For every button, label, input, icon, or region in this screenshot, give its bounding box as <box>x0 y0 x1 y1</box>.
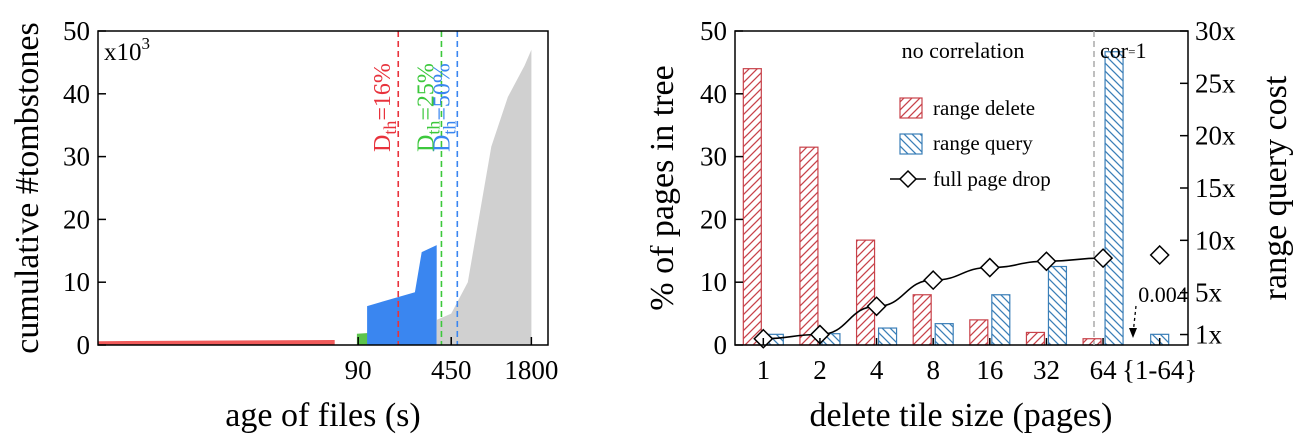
area-series-0 <box>98 340 335 345</box>
x-axis-title: delete tile size (pages) <box>809 397 1112 434</box>
bar-range-delete <box>799 146 819 346</box>
y-multiplier-label: x103 <box>104 34 150 66</box>
bar-range-query <box>1047 265 1068 346</box>
bar-range-delete <box>742 68 762 346</box>
y-tick-label: 40 <box>63 79 90 109</box>
plot-frame <box>97 30 549 346</box>
bar-range-query <box>877 327 898 346</box>
threshold-label-0: Dth=16% <box>370 63 400 152</box>
y-tick-label: 10 <box>700 267 727 297</box>
no-correlation-label: no correlation <box>902 38 1025 63</box>
y-tick-label: 0 <box>714 330 728 360</box>
x-tick-label: 8 <box>926 355 940 385</box>
y-right-tick-label: 25x <box>1195 68 1236 98</box>
x-tick-label: 90 <box>345 355 372 385</box>
full-page-drop-marker <box>866 296 887 317</box>
legend-label-range-delete: range delete <box>933 96 1035 120</box>
left-y-axis-ticks: 0 10 20 30 40 50 <box>700 16 743 360</box>
bar-range-query <box>934 323 954 346</box>
x-tick-label: 16 <box>976 355 1003 385</box>
x-axis-ticks: 1 2 4 8 16 32 64 {1-64} <box>757 338 1197 385</box>
x-tick-label: 64 <box>1090 355 1118 385</box>
y-right-tick-label: 15x <box>1195 173 1236 203</box>
y-right-tick-label: 10x <box>1195 225 1236 255</box>
y-tick-label: 40 <box>700 79 727 109</box>
bar-series-group <box>742 51 1170 346</box>
legend-swatch-range-delete <box>899 97 923 119</box>
threshold-lines <box>397 31 459 345</box>
threshold-label-2: Dth=50% <box>429 63 459 152</box>
full-page-drop-line <box>753 244 1170 349</box>
x-axis-ticks: 90 450 1800 <box>345 337 558 385</box>
correlation-label: cor=1 <box>1100 38 1146 63</box>
bar-range-query <box>991 294 1011 346</box>
y-tick-label: 30 <box>63 142 90 172</box>
tombstones-area-chart: 0 10 20 30 40 50 90 450 1800 x103 Dth=16% Dth=25… <box>9 16 558 434</box>
bar-range-delete <box>912 294 932 346</box>
y-tick-label: 0 <box>77 330 91 360</box>
x-tick-label: 1 <box>757 355 771 385</box>
annotation-value: 0.004 <box>1138 282 1188 307</box>
legend-label-full-page-drop: full page drop <box>933 167 1051 191</box>
threshold-labels: Dth=16% Dth=25%Dth=50% <box>370 63 459 152</box>
full-page-drop-marker <box>1036 251 1057 272</box>
x-tick-label: 1800 <box>504 355 558 385</box>
right-y-axis-ticks: 1x 5x 10x 15x 20x 25x 30x <box>1180 16 1236 350</box>
full-page-drop-marker <box>1093 248 1114 269</box>
y-right-tick-label: 20x <box>1195 121 1236 151</box>
y-tick-label: 50 <box>700 16 727 46</box>
full-page-drop-marker <box>979 257 1000 278</box>
x-tick-label: {1-64} <box>1122 355 1197 385</box>
bar-range-query <box>1104 51 1124 346</box>
bar-range-delete <box>1025 331 1046 346</box>
y-axis-title: cumulative #tombstones <box>9 22 46 353</box>
full-page-drop-marker <box>923 270 944 291</box>
x-axis-title: age of files (s) <box>225 397 420 434</box>
full-page-drop-marker <box>1149 244 1170 266</box>
y-tick-label: 10 <box>63 267 90 297</box>
y-axis-title-right: range query cost <box>1257 75 1294 300</box>
y-tick-label: 20 <box>63 204 90 234</box>
area-series-3 <box>436 49 532 346</box>
x-tick-label: 2 <box>813 355 827 385</box>
y-tick-label: 20 <box>700 204 727 234</box>
legend-marker-full-page-drop <box>898 169 918 189</box>
annotation-arrow <box>1132 305 1137 335</box>
x-tick-label: 450 <box>431 355 472 385</box>
bar-range-delete <box>855 239 876 346</box>
legend-swatch-range-query <box>899 133 923 155</box>
legend: range delete range query full page drop <box>890 96 1051 191</box>
y-axis-ticks: 0 10 20 30 40 50 <box>63 16 106 360</box>
y-tick-label: 50 <box>63 16 90 46</box>
y-right-tick-label: 1x <box>1195 320 1223 350</box>
x-tick-label: 4 <box>870 355 884 385</box>
area-series-group <box>98 49 532 346</box>
bar-range-delete <box>1082 338 1102 346</box>
tile-size-bar-chart: 0 10 20 30 40 50 1x 5x 10x 15x 20x 25x 30x 1 2 4 8 16 32… <box>650 16 1294 434</box>
bar-range-delete <box>969 319 989 346</box>
threshold-label-1: Dth=25% <box>413 63 443 152</box>
y-axis-title-left: % of pages in tree <box>650 65 681 310</box>
legend-label-range-query: range query <box>933 131 1033 155</box>
area-series-2 <box>367 245 437 345</box>
y-right-tick-label: 5x <box>1195 278 1223 308</box>
y-right-tick-label: 30x <box>1195 16 1236 46</box>
y-tick-label: 30 <box>700 142 727 172</box>
x-tick-label: 32 <box>1033 355 1060 385</box>
annotation-arrowhead <box>1129 328 1137 338</box>
